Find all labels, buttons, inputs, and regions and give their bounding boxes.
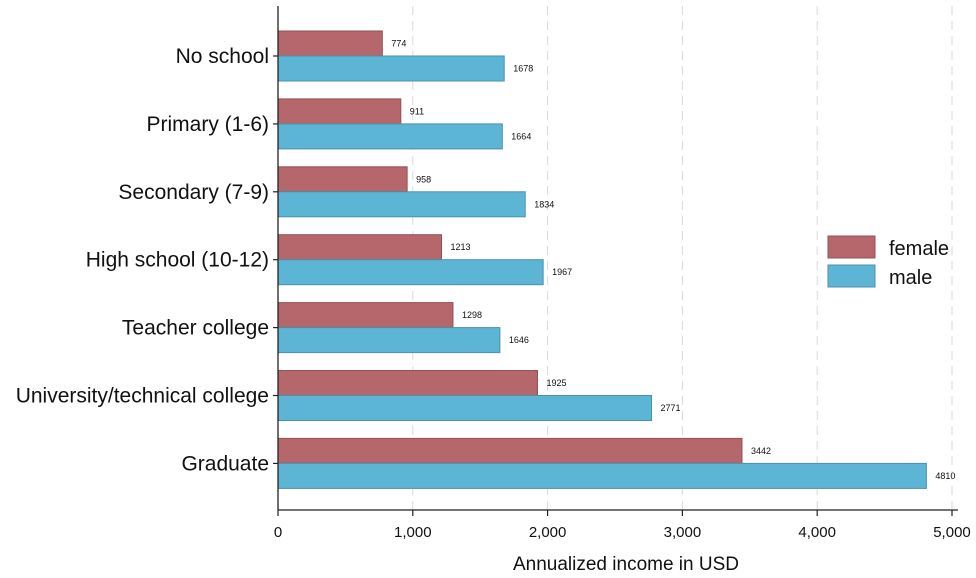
x-tick-label: 1,000	[394, 524, 432, 541]
value-label: 2771	[661, 403, 681, 413]
category-label: Primary (1-6)	[146, 113, 269, 136]
category-labels: No school Primary (1-6) Secondary (7-9) Hig…	[16, 45, 269, 475]
bar-male	[277, 395, 653, 421]
legend-label-male: male	[889, 267, 932, 289]
category-label: University/technical college	[16, 385, 269, 408]
x-tick-label: 0	[274, 524, 282, 541]
x-ticks: 0 1,000 2,000 3,000 4,000 5,000	[273, 55, 971, 541]
category-label: High school (10-12)	[86, 249, 269, 272]
legend-swatch-male	[827, 264, 876, 288]
x-tick-label: 4,000	[798, 524, 836, 541]
value-label: 4810	[935, 471, 955, 481]
category-label: Secondary (7-9)	[118, 181, 269, 204]
x-tick-label: 5,000	[933, 524, 971, 541]
bar-male	[277, 259, 544, 286]
value-label: 1678	[513, 64, 533, 74]
x-tick-label: 2,000	[529, 524, 567, 541]
bar-male	[277, 191, 526, 218]
value-label: 774	[391, 39, 406, 49]
value-label: 1298	[462, 310, 482, 320]
value-label: 1967	[552, 267, 572, 277]
x-axis-title: Annualized income in USD	[513, 554, 739, 575]
bar-male	[277, 327, 501, 354]
bar-male	[277, 55, 505, 82]
axes	[277, 6, 958, 511]
value-label: 1213	[451, 242, 471, 252]
x-tick-label: 3,000	[664, 524, 702, 541]
bar-female	[277, 302, 454, 329]
category-label: No school	[176, 45, 269, 68]
bar-female	[277, 98, 402, 125]
legend-swatch-female	[827, 235, 876, 259]
legend: female male	[827, 235, 949, 289]
value-label: 911	[410, 106, 424, 116]
value-label: 1646	[509, 335, 529, 345]
value-label: 1925	[546, 378, 566, 388]
value-label: 958	[416, 174, 431, 184]
bar-female	[277, 370, 538, 396]
category-label: Graduate	[181, 452, 269, 475]
bar-female	[277, 166, 408, 193]
legend-label-female: female	[889, 238, 949, 260]
bar-female	[277, 437, 743, 464]
grid-lines	[412, 6, 953, 510]
value-label: 1834	[534, 199, 554, 209]
value-labels: 774 911 958 1213 1298 1925 3442 1678 1664 1834 196…	[391, 39, 955, 481]
value-label: 3442	[751, 446, 771, 456]
bar-female	[277, 234, 443, 261]
bar-male	[277, 462, 927, 489]
value-label: 1664	[511, 131, 531, 141]
category-label: Teacher college	[122, 317, 269, 340]
bar-male	[277, 123, 503, 150]
bar-female	[277, 30, 383, 57]
bars	[277, 30, 927, 489]
